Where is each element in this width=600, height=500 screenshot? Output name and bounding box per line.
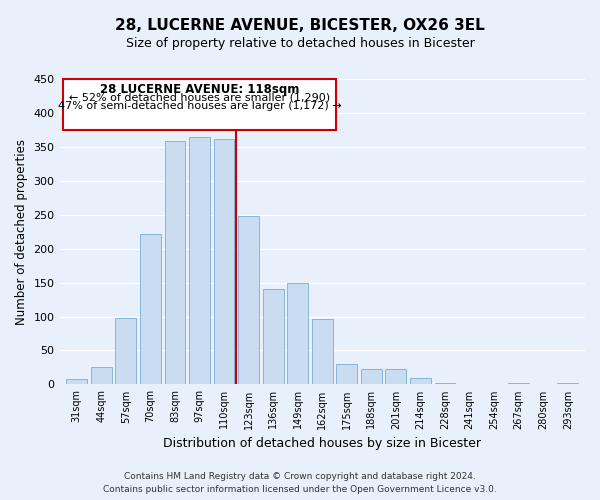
FancyBboxPatch shape [63,79,336,130]
Bar [287,284,308,384]
Bar [434,383,455,384]
Bar [91,368,112,384]
Bar [312,318,333,384]
Bar [189,136,210,384]
Y-axis label: Number of detached properties: Number of detached properties [15,138,28,324]
Text: 28, LUCERNE AVENUE, BICESTER, OX26 3EL: 28, LUCERNE AVENUE, BICESTER, OX26 3EL [115,18,485,32]
Bar [361,370,382,384]
Bar [337,364,357,384]
Bar [140,234,161,384]
Bar [115,318,136,384]
Text: ← 52% of detached houses are smaller (1,290): ← 52% of detached houses are smaller (1,… [69,92,330,102]
Bar [238,216,259,384]
Bar [66,379,87,384]
Text: Size of property relative to detached houses in Bicester: Size of property relative to detached ho… [125,38,475,51]
Bar [164,142,185,384]
Bar [410,378,431,384]
Text: Contains HM Land Registry data © Crown copyright and database right 2024.: Contains HM Land Registry data © Crown c… [124,472,476,481]
Bar [263,290,284,384]
Text: 28 LUCERNE AVENUE: 118sqm: 28 LUCERNE AVENUE: 118sqm [100,83,299,96]
Text: Contains public sector information licensed under the Open Government Licence v3: Contains public sector information licen… [103,485,497,494]
Bar [214,138,235,384]
Bar [385,370,406,384]
Bar [508,383,529,384]
Text: 47% of semi-detached houses are larger (1,172) →: 47% of semi-detached houses are larger (… [58,102,341,112]
Bar [557,383,578,384]
X-axis label: Distribution of detached houses by size in Bicester: Distribution of detached houses by size … [163,437,481,450]
